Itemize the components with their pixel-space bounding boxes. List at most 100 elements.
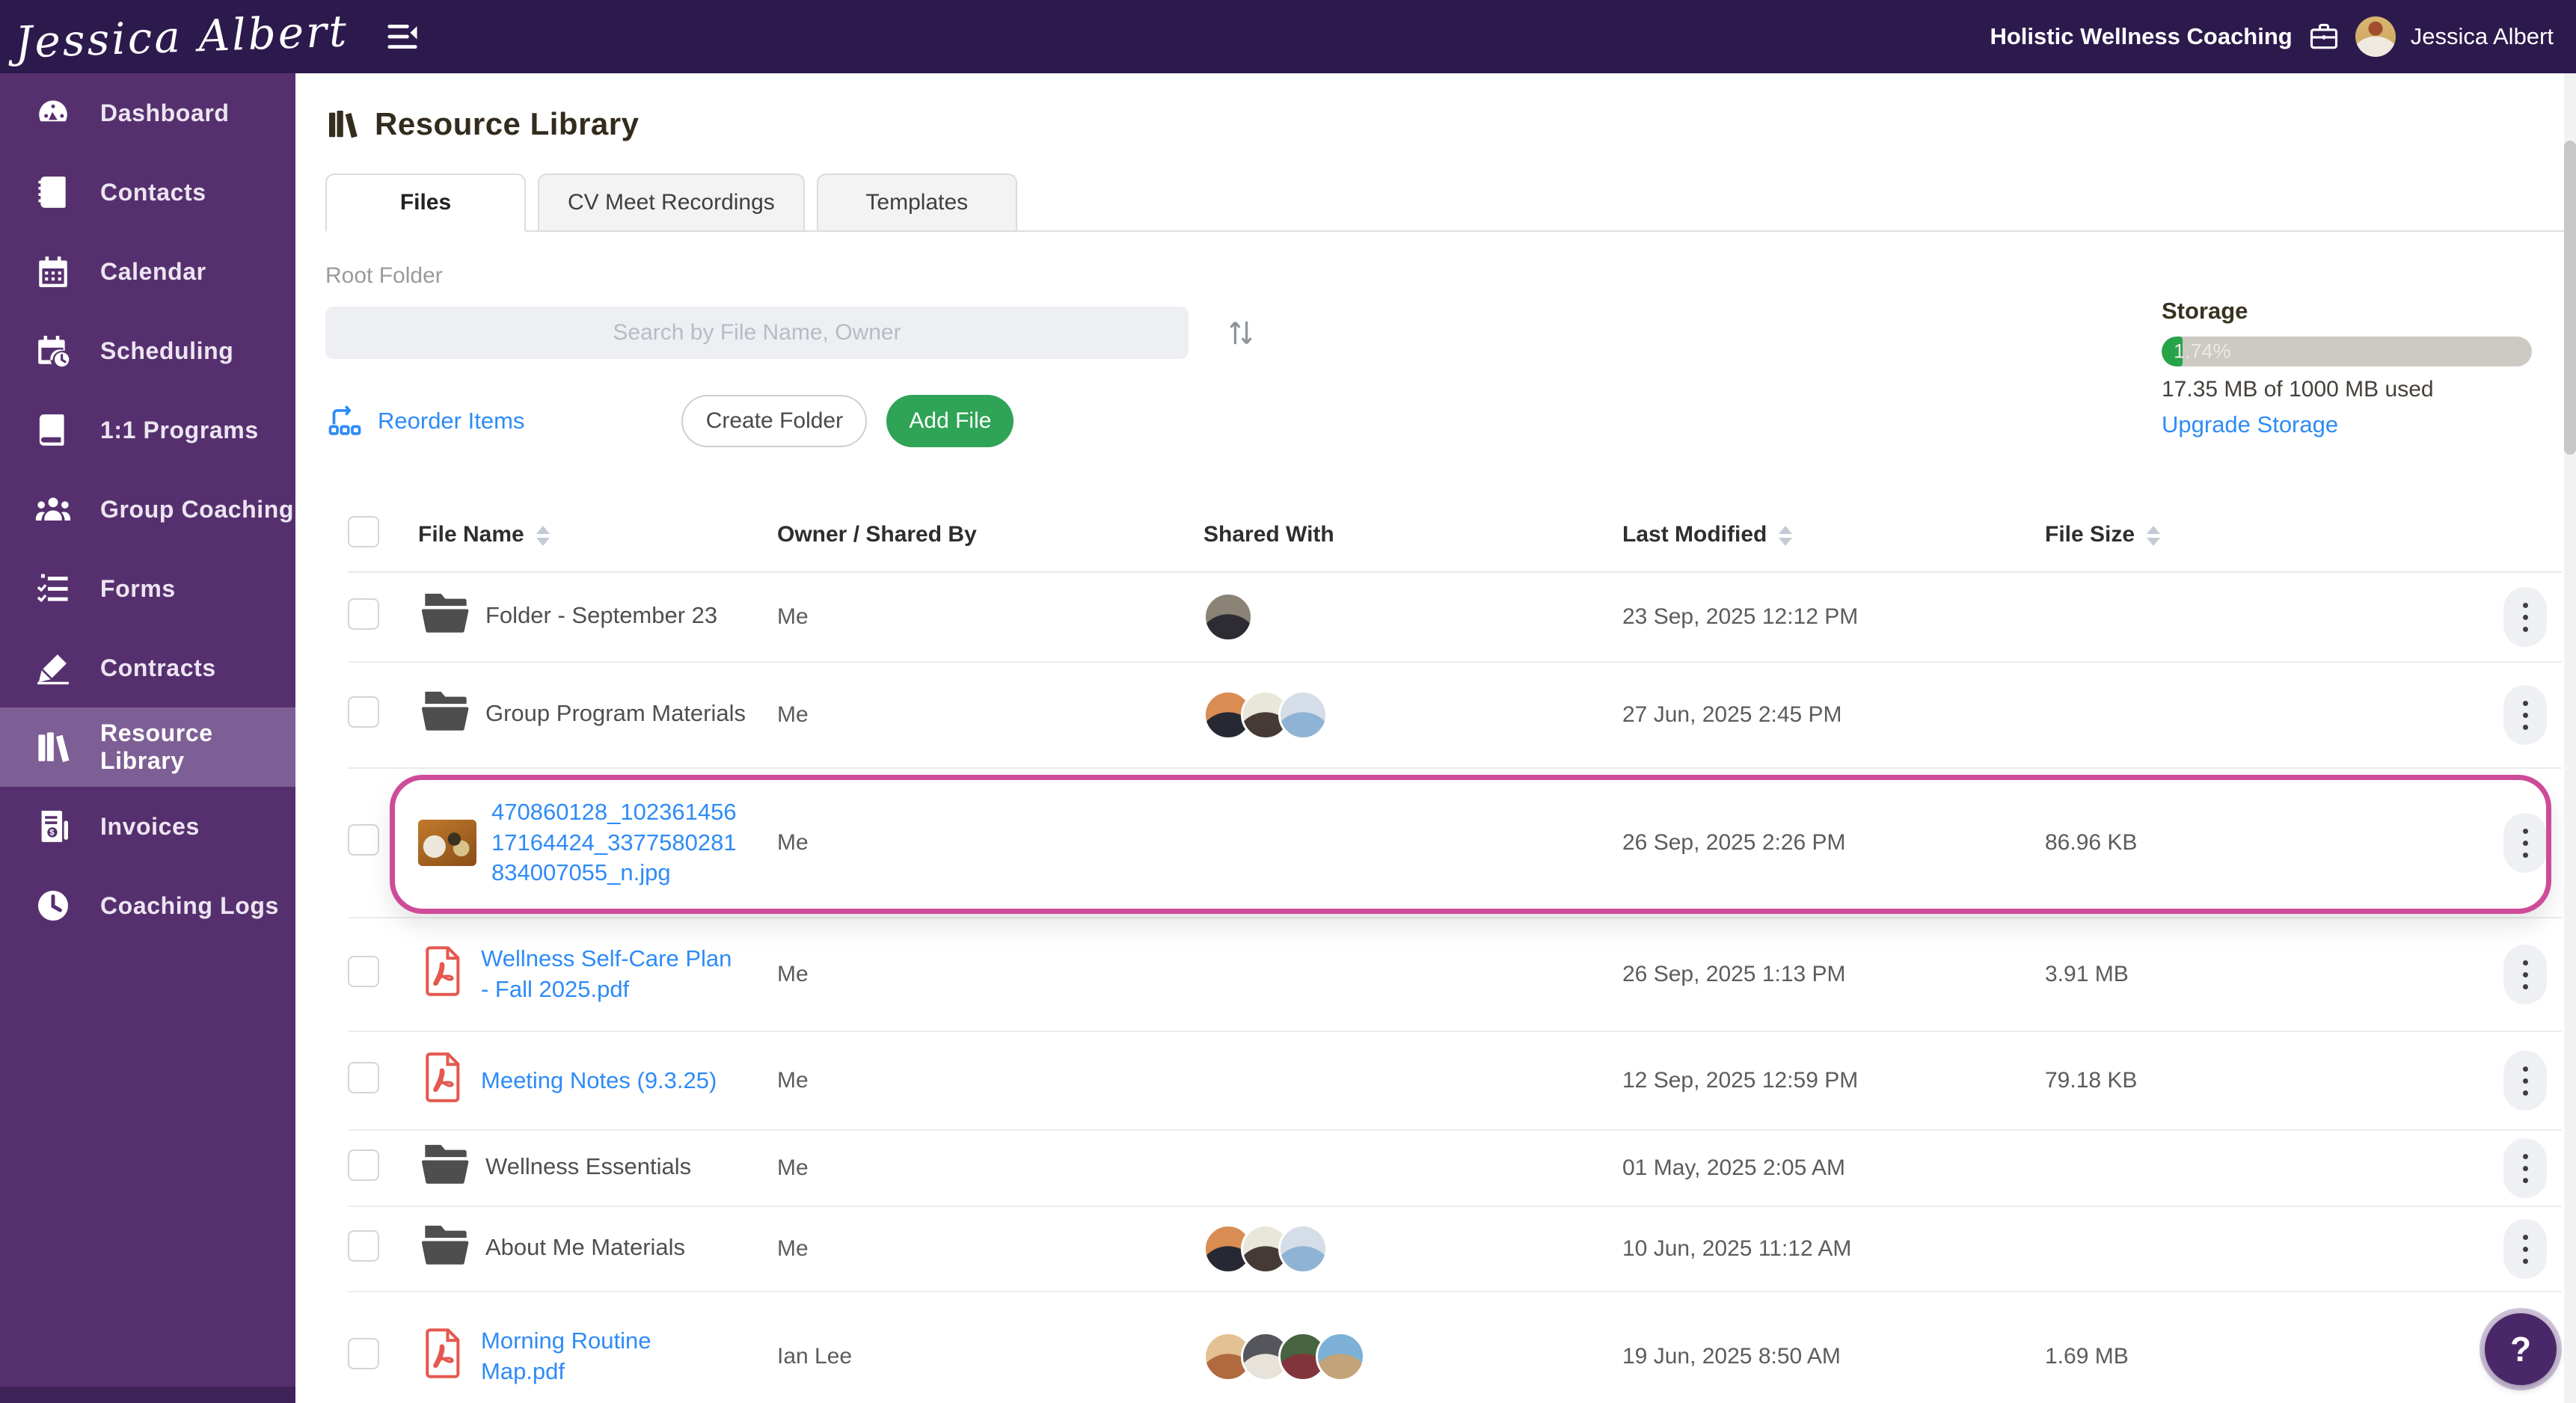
files-table: File Name Owner / Shared By Shared With Las…	[348, 498, 2562, 1403]
shared-with-avatars	[1203, 1332, 1622, 1381]
sidebar-item-label: Forms	[100, 574, 176, 602]
reorder-items-label: Reorder Items	[378, 408, 525, 434]
storage-progress-bar: 1.74%	[2162, 337, 2532, 366]
user-name[interactable]: Jessica Albert	[2410, 23, 2554, 49]
sidebar-item-calendar[interactable]: Calendar	[0, 232, 295, 311]
shared-avatar[interactable]	[1203, 592, 1253, 642]
sidebar-footer-strip	[0, 1387, 295, 1403]
tab-files[interactable]: Files	[325, 174, 526, 232]
coaching-logs-icon	[34, 887, 72, 924]
owner-cell: Me	[777, 1236, 809, 1261]
shared-with-avatars	[1203, 690, 1622, 740]
sidebar-item-invoices[interactable]: $ Invoices	[0, 787, 295, 866]
search-input[interactable]	[325, 307, 1189, 359]
row-checkbox[interactable]	[348, 1062, 379, 1093]
sort-arrows-icon	[2147, 525, 2161, 546]
file-size-cell: 1.69 MB	[2045, 1344, 2129, 1369]
file-size-cell: 79.18 KB	[2045, 1068, 2138, 1093]
row-checkbox[interactable]	[348, 598, 379, 630]
table-row: Wellness Self-Care Plan - Fall 2025.pdf M…	[348, 918, 2562, 1032]
sidebar-toggle-icon[interactable]	[383, 17, 422, 56]
sort-order-icon[interactable]	[1221, 313, 1260, 352]
scrollbar[interactable]	[2564, 73, 2576, 1403]
scheduling-icon	[34, 332, 72, 369]
upgrade-storage-link[interactable]: Upgrade Storage	[2162, 411, 2339, 438]
business-name[interactable]: Holistic Wellness Coaching	[1990, 23, 2293, 49]
reorder-icon	[328, 405, 361, 435]
row-checkbox[interactable]	[348, 824, 379, 856]
file-name-link[interactable]: Wellness Self-Care Plan - Fall 2025.pdf	[481, 945, 732, 1002]
row-menu-button[interactable]	[2503, 1219, 2547, 1279]
last-modified-cell: 12 Sep, 2025 12:59 PM	[1622, 1068, 1859, 1093]
row-checkbox[interactable]	[348, 696, 379, 728]
row-checkbox[interactable]	[348, 956, 379, 987]
storage-progress-fill	[2162, 337, 2183, 366]
sidebar-item-label: Scheduling	[100, 337, 234, 364]
sidebar-item-forms[interactable]: Forms	[0, 549, 295, 628]
sidebar-item-label: Dashboard	[100, 99, 230, 126]
shared-avatar[interactable]	[1316, 1332, 1365, 1381]
owner-cell: Me	[777, 702, 809, 727]
dashboard-icon	[34, 94, 72, 132]
sidebar-item-scheduling[interactable]: Scheduling	[0, 311, 295, 390]
table-row: About Me Materials Me 10 Jun, 2025 11:12 A…	[348, 1207, 2562, 1292]
shared-avatar[interactable]	[1278, 690, 1328, 740]
programs-icon	[34, 411, 72, 449]
add-file-button[interactable]: Add File	[886, 395, 1014, 447]
svg-text:$: $	[49, 829, 55, 838]
tab-bar: Files CV Meet Recordings Templates	[325, 174, 2564, 232]
create-folder-button[interactable]: Create Folder	[681, 395, 868, 447]
sidebar-item-label: Calendar	[100, 257, 206, 285]
row-checkbox[interactable]	[348, 1230, 379, 1262]
row-checkbox[interactable]	[348, 1338, 379, 1369]
sidebar-item-1-1-programs[interactable]: 1:1 Programs	[0, 390, 295, 470]
column-header-file-name[interactable]: File Name	[418, 522, 777, 547]
main-content: Resource Library Files CV Meet Recordings…	[295, 73, 2576, 1403]
row-menu-button[interactable]	[2503, 813, 2547, 873]
image-thumbnail	[418, 820, 476, 866]
file-name-link[interactable]: Morning Routine Map.pdf	[481, 1327, 651, 1384]
storage-panel: Storage 1.74% 17.35 MB of 1000 MB used U…	[2162, 298, 2532, 438]
last-modified-cell: 27 Jun, 2025 2:45 PM	[1622, 702, 1842, 727]
sidebar-item-group-coaching[interactable]: Group Coaching	[0, 470, 295, 549]
table-header: File Name Owner / Shared By Shared With Las…	[348, 498, 2562, 573]
help-button[interactable]: ?	[2485, 1313, 2557, 1385]
select-all-checkbox[interactable]	[348, 516, 379, 547]
folder-name[interactable]: Group Program Materials	[485, 699, 746, 726]
folder-name[interactable]: About Me Materials	[485, 1233, 686, 1260]
owner-cell: Me	[777, 1155, 809, 1180]
row-checkbox[interactable]	[348, 1149, 379, 1181]
app-logo[interactable]: Jessica Albert	[13, 5, 350, 68]
row-menu-button[interactable]	[2503, 945, 2547, 1004]
file-name-link[interactable]: Meeting Notes (9.3.25)	[481, 1066, 717, 1093]
scrollbar-thumb[interactable]	[2564, 141, 2576, 455]
folder-name[interactable]: Wellness Essentials	[485, 1152, 692, 1179]
row-menu-button[interactable]	[2503, 1051, 2547, 1111]
column-header-last-modified[interactable]: Last Modified	[1622, 522, 2045, 547]
file-name-link[interactable]: 470860128_10236145617164424_337758028183…	[491, 798, 737, 886]
row-menu-button[interactable]	[2503, 685, 2547, 745]
storage-percent: 1.74%	[2174, 340, 2231, 363]
tab-cv-meet-recordings[interactable]: CV Meet Recordings	[538, 174, 805, 232]
invoices-icon: $	[34, 808, 72, 845]
sidebar-item-dashboard[interactable]: Dashboard	[0, 73, 295, 153]
sidebar-item-coaching-logs[interactable]: Coaching Logs	[0, 866, 295, 945]
folder-name[interactable]: Folder - September 23	[485, 601, 718, 628]
table-row: Group Program Materials Me 27 Jun, 2025 2:…	[348, 663, 2562, 769]
sidebar-item-contacts[interactable]: Contacts	[0, 153, 295, 232]
folder-icon	[418, 1143, 472, 1194]
user-avatar[interactable]	[2355, 16, 2396, 57]
row-menu-button[interactable]	[2503, 1138, 2547, 1198]
tab-templates[interactable]: Templates	[816, 174, 1017, 232]
owner-cell: Me	[777, 962, 809, 986]
reorder-items-button[interactable]: Reorder Items	[325, 402, 524, 440]
forms-icon	[34, 570, 72, 607]
pdf-icon	[418, 1050, 466, 1112]
column-header-shared-with: Shared With	[1203, 522, 1334, 547]
file-size-cell: 86.96 KB	[2045, 830, 2138, 855]
sidebar-item-resource-library[interactable]: Resource Library	[0, 707, 295, 787]
shared-avatar[interactable]	[1278, 1224, 1328, 1274]
sidebar-item-contracts[interactable]: Contracts	[0, 628, 295, 707]
column-header-file-size[interactable]: File Size	[2045, 522, 2374, 547]
row-menu-button[interactable]	[2503, 587, 2547, 647]
